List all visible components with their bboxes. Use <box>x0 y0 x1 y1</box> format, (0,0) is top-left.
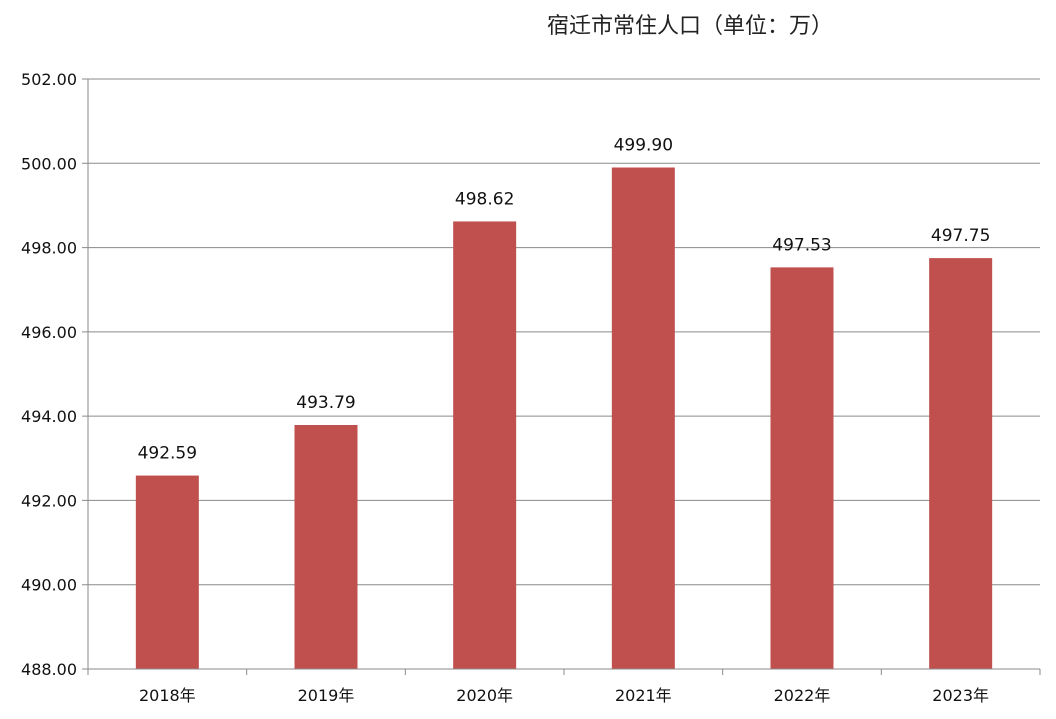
bar-2023年 <box>929 258 993 669</box>
data-label: 498.62 <box>455 189 514 209</box>
bar-2020年 <box>453 221 517 669</box>
x-tick-label: 2020年 <box>456 686 513 705</box>
y-tick-label: 488.00 <box>21 660 77 679</box>
data-label: 497.53 <box>772 235 831 255</box>
chart-title: 宿迁市常住人口（单位：万） <box>546 14 833 39</box>
bar-2021年 <box>611 167 675 669</box>
bars <box>135 167 993 669</box>
data-label: 493.79 <box>296 393 355 413</box>
bar-2019年 <box>294 424 358 669</box>
labels: 488.00 490.00 492.00 494.00 496.00 498.00 500.… <box>21 70 990 705</box>
y-tick-label: 490.00 <box>21 576 77 595</box>
bar-2022年 <box>770 267 834 669</box>
x-tick-label: 2021年 <box>615 686 672 705</box>
x-tick-label: 2018年 <box>139 686 196 705</box>
y-tick-label: 498.00 <box>21 239 77 258</box>
y-tick-label: 494.00 <box>21 407 77 426</box>
bar-2018年 <box>135 475 199 669</box>
y-tick-label: 492.00 <box>21 491 77 510</box>
x-tick-label: 2022年 <box>774 686 831 705</box>
data-label: 499.90 <box>614 136 673 156</box>
y-tick-label: 500.00 <box>21 154 77 173</box>
y-tick-label: 496.00 <box>21 323 77 342</box>
data-label: 497.75 <box>931 226 990 246</box>
axes <box>82 79 1041 675</box>
x-tick-label: 2019年 <box>298 686 355 705</box>
y-tick-label: 502.00 <box>21 70 77 89</box>
x-tick-label: 2023年 <box>932 686 989 705</box>
gridlines <box>82 78 1040 670</box>
data-label: 492.59 <box>138 444 197 464</box>
